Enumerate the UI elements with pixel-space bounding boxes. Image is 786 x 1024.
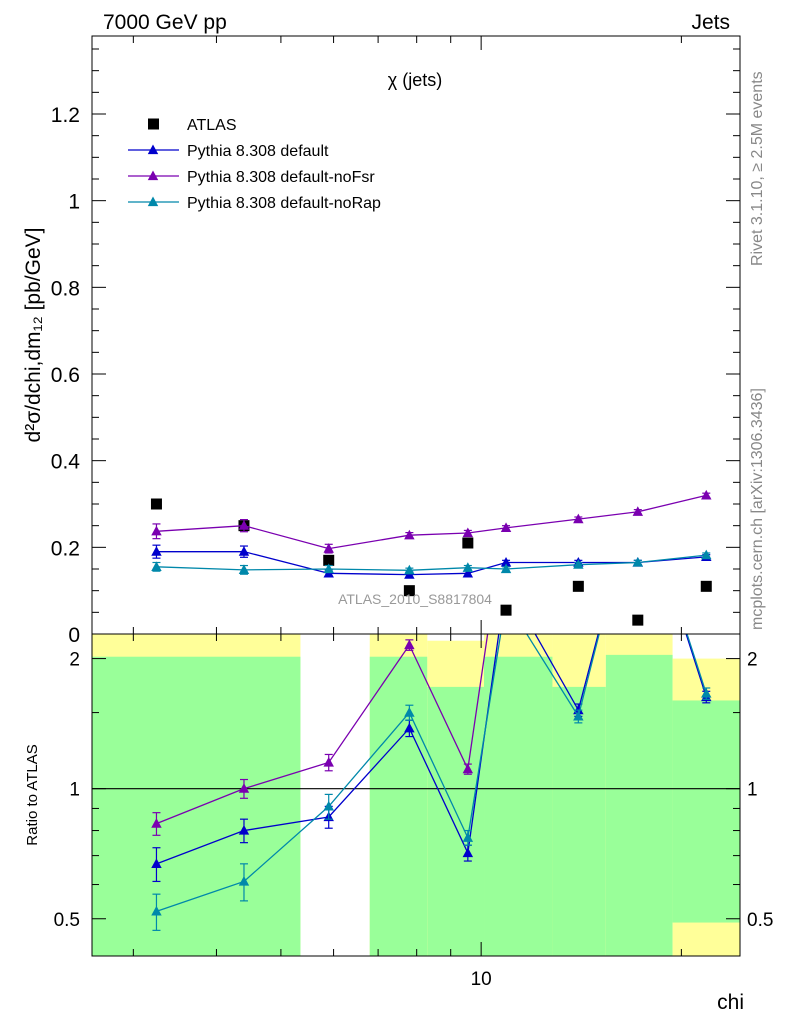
- data-point: [323, 543, 334, 553]
- legend-label: Pythia 8.308 default: [187, 143, 329, 160]
- data-point: [404, 529, 415, 540]
- side-text-mcplots: mcplots.cern.ch [arXiv:1306.3436]: [749, 388, 766, 630]
- uncertainty-band-inner: [427, 686, 485, 956]
- ratio-y-tick-label-right: 2: [747, 650, 758, 671]
- x-axis-label: chi: [717, 991, 744, 1014]
- y-axis-label: d²σ/dchi,dm₁₂ [pb/GeV]: [22, 228, 45, 443]
- data-point-atlas: [572, 580, 584, 592]
- data-point: [573, 513, 584, 524]
- legend-label: Pythia 8.308 default-noFsr: [187, 169, 375, 186]
- y-tick-label: 1.2: [51, 104, 80, 127]
- ratio-point: [323, 756, 334, 767]
- ratio-point: [462, 832, 474, 842]
- data-point: [462, 562, 474, 572]
- ratio-y-tick-label: 0.5: [54, 910, 80, 931]
- uncertainty-band-inner: [92, 656, 301, 956]
- ratio-point: [323, 800, 334, 811]
- legend-marker: [147, 196, 159, 207]
- data-point: [632, 506, 644, 516]
- ratio-point: [151, 905, 162, 916]
- data-point: [238, 546, 250, 556]
- ratio-point: [404, 722, 415, 733]
- uncertainty-band-inner: [552, 686, 606, 956]
- data-point-atlas: [323, 554, 335, 566]
- legend-marker: [148, 118, 159, 130]
- data-point: [500, 522, 512, 532]
- data-point-atlas: [150, 498, 162, 510]
- ratio-point: [151, 818, 162, 828]
- ratio-point: [633, 477, 643, 487]
- ratio-point: [701, 688, 712, 698]
- ratio-point: [404, 639, 415, 650]
- y-tick-label: 0: [68, 624, 80, 647]
- y-tick-label: 0.4: [51, 451, 81, 474]
- data-point: [500, 563, 512, 574]
- ratio-point: [462, 763, 474, 774]
- legend-marker: [147, 170, 159, 181]
- ratio-axis-label: Ratio to ATLAS: [24, 744, 41, 845]
- data-point: [323, 563, 334, 574]
- data-point-atlas: [403, 585, 415, 597]
- uncertainty-band-inner: [672, 700, 740, 923]
- ratio-panel: 0.5 0.5 1 1 2 2 10 Ratio to ATLAS chi: [24, 375, 773, 1014]
- side-text-rivet: Rivet 3.1.10, ≥ 2.5M events: [749, 71, 766, 266]
- ratio-point: [501, 577, 511, 587]
- ratio-point: [573, 710, 584, 721]
- uncertainty-band-inner: [484, 656, 553, 956]
- data-point: [573, 559, 584, 569]
- legend: ATLAS Pythia 8.308 default Pythia 8.308 de…: [128, 117, 381, 212]
- data-point: [462, 527, 474, 538]
- uncertainty-band-inner: [369, 656, 428, 956]
- ratio-point: [151, 858, 162, 868]
- data-point: [151, 546, 162, 556]
- data-point-atlas: [462, 537, 474, 549]
- legend-marker: [147, 144, 159, 155]
- ratio-point: [633, 476, 643, 486]
- header-right: Jets: [691, 11, 730, 34]
- data-point: [238, 520, 250, 530]
- ratio-y-tick-label-right: 0.5: [747, 910, 773, 931]
- data-point: [632, 557, 644, 567]
- data-point: [238, 564, 250, 574]
- data-point: [151, 525, 162, 536]
- data-point: [500, 557, 512, 567]
- ratio-point: [501, 503, 511, 513]
- x-tick-label: 10: [471, 969, 492, 990]
- data-point-atlas: [700, 580, 712, 592]
- y-tick-label: 0.6: [51, 364, 80, 387]
- data-point: [701, 549, 712, 560]
- data-point: [151, 561, 162, 571]
- ratio-point: [238, 783, 250, 793]
- legend-label: ATLAS: [187, 117, 237, 134]
- uncertainty-band-inner: [605, 654, 673, 956]
- watermark: ATLAS_2010_S8817804: [338, 591, 492, 607]
- ratio-point: [633, 375, 643, 385]
- ratio-y-tick-label-right: 1: [747, 780, 758, 801]
- ratio-y-tick-label: 1: [69, 780, 80, 801]
- main-panel: ATLAS_2010_S8817804 χ (jets) 0 0.2 0.4 0.6 0…: [22, 35, 741, 647]
- data-point: [462, 567, 474, 578]
- data-point: [701, 489, 712, 500]
- series-line: [156, 554, 707, 571]
- ratio-point: [462, 847, 474, 858]
- ratio-y-tick-label: 2: [69, 650, 80, 671]
- data-point-atlas: [632, 614, 644, 626]
- ratio-point: [238, 875, 250, 886]
- ratio-point: [573, 619, 583, 629]
- ratio-point: [404, 707, 415, 717]
- ratio-frame: [91, 633, 741, 957]
- y-tick-label: 1: [68, 191, 80, 214]
- legend-label: Pythia 8.308 default-noRap: [187, 195, 381, 212]
- data-point-atlas: [500, 604, 512, 616]
- ratio-point: [238, 825, 250, 835]
- plot-title: χ (jets): [388, 70, 442, 90]
- ratio-point: [501, 595, 511, 605]
- header-left: 7000 GeV pp: [103, 11, 227, 34]
- y-tick-label: 0.8: [51, 277, 80, 300]
- data-point: [404, 564, 415, 575]
- y-tick-label: 0.2: [51, 537, 80, 560]
